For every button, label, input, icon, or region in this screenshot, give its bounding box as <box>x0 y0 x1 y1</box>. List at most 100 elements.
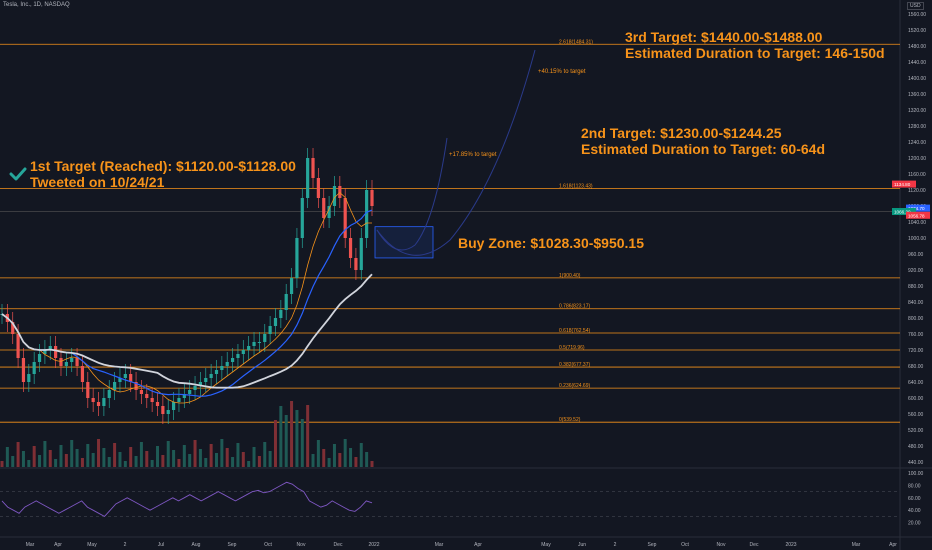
volume-bar <box>161 455 165 467</box>
candle <box>332 186 337 206</box>
target1-subtitle: Tweeted on 10/24/21 <box>30 174 165 190</box>
price-tick-label: 1280.00 <box>908 124 926 130</box>
fib-label: 1(900.40) <box>559 273 581 279</box>
candle <box>54 346 58 358</box>
time-tick-label: Apr <box>474 542 482 548</box>
target2-title: 2nd Target: $1230.00-$1244.25 <box>581 125 782 141</box>
volume-bar <box>268 451 272 467</box>
price-tick-label: 1480.00 <box>908 44 926 50</box>
volume-bar <box>16 442 20 467</box>
volume-bar <box>231 457 235 467</box>
price-tick-label: 1000.00 <box>908 236 926 242</box>
volume-bar <box>32 446 36 467</box>
candle <box>123 374 127 378</box>
price-tick-label: 920.00 <box>908 268 924 274</box>
volume-bar <box>370 461 374 467</box>
volume-bar <box>54 459 58 467</box>
price-badge-text: 1056.78 <box>908 213 925 218</box>
time-tick-label: Sep <box>648 542 657 548</box>
ma-white <box>1 273 373 389</box>
fib-label: 0(539.52) <box>559 417 581 423</box>
ma-orange <box>1 191 372 404</box>
time-tick-label: Mar <box>435 542 444 548</box>
volume-bar <box>247 461 251 467</box>
volume-bar <box>139 442 143 467</box>
volume-bar <box>252 447 256 467</box>
price-badge <box>906 204 930 212</box>
candle <box>113 382 117 390</box>
volume-bar <box>5 447 9 467</box>
fib-label: 0.618(762.54) <box>559 328 590 334</box>
volume-bar <box>241 452 245 467</box>
volume-bar <box>145 451 149 467</box>
candle <box>284 294 288 310</box>
projection-path-2 <box>376 49 536 256</box>
candle <box>80 366 85 382</box>
price-tick-label: 1400.00 <box>908 76 926 82</box>
candle <box>145 394 149 398</box>
volume-bar <box>188 454 192 467</box>
volume-bar <box>166 441 170 467</box>
price-tick-label: 1440.00 <box>908 60 926 66</box>
volume-bar <box>70 440 74 467</box>
candle <box>102 398 106 406</box>
volume-bar <box>75 449 79 467</box>
candle <box>32 362 36 374</box>
candle <box>279 310 283 318</box>
fib-label: 1.618(1123.43) <box>559 184 593 190</box>
price-badge-text: 1134.80 <box>894 182 911 187</box>
volume-bar <box>118 452 122 467</box>
time-tick-label: Mar <box>26 542 35 548</box>
candle <box>43 350 47 354</box>
fib-label: 0.5(719.96) <box>559 345 585 351</box>
volume-bar <box>365 452 369 467</box>
currency-label[interactable]: USD <box>907 2 924 10</box>
price-tick-label: 1120.00 <box>908 188 926 194</box>
volume-bar <box>123 461 127 467</box>
volume-bar <box>343 439 347 467</box>
price-tick-label: 440.00 <box>908 460 924 466</box>
fib-label: 0.786(823.17) <box>559 304 590 310</box>
target1-title: 1st Target (Reached): $1120.00-$1128.00 <box>30 158 296 174</box>
time-tick-label: Nov <box>297 542 306 548</box>
price-tick-label: 680.00 <box>908 364 924 370</box>
price-tick-label: 1200.00 <box>908 156 926 162</box>
candle <box>118 378 122 382</box>
time-tick-label: Jun <box>578 542 586 548</box>
time-tick-label: Oct <box>681 542 689 548</box>
volume-bar <box>80 458 84 467</box>
buy-zone-label: Buy Zone: $1028.30-$950.15 <box>458 235 644 251</box>
volume-bar <box>273 420 277 467</box>
candle <box>316 178 320 198</box>
volume-bar <box>27 460 31 467</box>
price-tick-label: 600.00 <box>908 396 924 402</box>
candle <box>70 358 74 362</box>
time-tick-label: Apr <box>889 542 897 548</box>
price-axis: 1560.00 1520.00 1480.00 1440.00 1400.00 1360.… <box>908 12 926 466</box>
candle <box>37 354 42 362</box>
price-tick-label: 560.00 <box>908 412 924 418</box>
target2-subtitle: Estimated Duration to Target: 60-64d <box>581 141 826 157</box>
time-tick-label: Oct <box>264 542 272 548</box>
candle <box>257 342 261 343</box>
candle <box>365 190 369 238</box>
volume-bar <box>354 457 358 467</box>
time-tick-label: May <box>541 542 551 548</box>
price-badge <box>892 208 916 216</box>
volume-bar <box>193 440 197 467</box>
candle <box>300 198 304 238</box>
price-tick-label: 1320.00 <box>908 108 926 114</box>
price-tick-label: 960.00 <box>908 252 924 258</box>
candle <box>155 402 160 406</box>
volume-bar <box>43 441 47 467</box>
rsi-tick-label: 40.00 <box>908 508 921 514</box>
candle <box>263 334 267 342</box>
price-badge-text: 1066.20 <box>894 210 911 215</box>
volume-bar <box>225 448 229 467</box>
time-tick-label: 2023 <box>785 542 796 548</box>
candle <box>166 410 170 414</box>
candle <box>139 390 144 394</box>
